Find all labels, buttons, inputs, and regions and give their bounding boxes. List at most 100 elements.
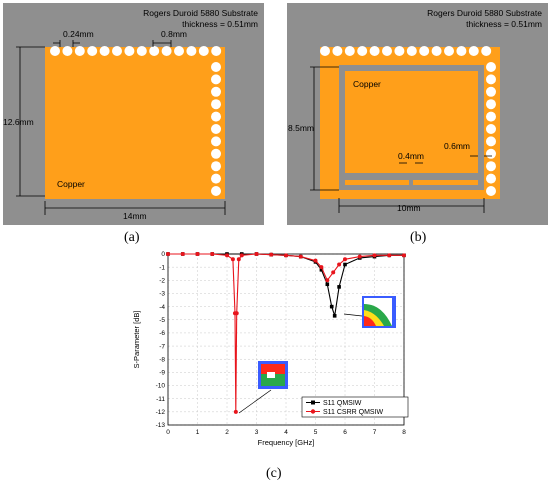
via-hole [344, 46, 355, 56]
via-hole [211, 161, 221, 172]
data-point [331, 270, 336, 275]
via-hole [99, 46, 110, 56]
via-hole [149, 46, 160, 56]
data-point [210, 252, 215, 256]
via-hole [456, 46, 467, 56]
data-point [387, 253, 392, 258]
via-hole [481, 46, 492, 56]
via-hole [486, 124, 496, 134]
legend-item-qmsiw: S11 QMSIW [323, 400, 362, 407]
via-hole [211, 86, 221, 97]
y-tick-label: -6 [159, 330, 165, 337]
via-hole [186, 46, 197, 56]
y-tick-label: -8 [159, 356, 165, 363]
x-tick-label: 2 [225, 429, 229, 436]
via-hole [74, 46, 85, 56]
data-point [372, 253, 377, 258]
copper-label-b: Copper [353, 79, 381, 89]
y-tick-label: -10 [156, 383, 166, 390]
data-point [284, 253, 288, 258]
subfigure-label-a: (a) [124, 230, 140, 245]
via-hole [468, 46, 479, 56]
data-point [239, 253, 244, 258]
data-point [269, 252, 274, 257]
panel-a-layout: Rogers Duroid 5880 Substrate thickness =… [3, 3, 264, 225]
data-point [332, 314, 337, 318]
substrate-title-b: Rogers Duroid 5880 Substrate [427, 8, 542, 18]
data-point [337, 262, 342, 267]
y-tick-label: -3 [159, 291, 165, 298]
y-tick-label: -12 [156, 409, 166, 416]
via-hole [211, 173, 221, 184]
data-point [166, 252, 170, 256]
via-hole [394, 46, 405, 56]
data-point [343, 257, 347, 262]
x-axis-label: Frequency [GHz] [258, 438, 315, 447]
via-hole [486, 86, 496, 97]
via-hole [211, 62, 221, 72]
data-point [329, 304, 334, 309]
data-point [230, 257, 235, 262]
substrate-thickness-a: thickness = 0.51mm [182, 19, 258, 29]
x-tick-label: 0 [166, 429, 170, 436]
x-tick-label: 6 [343, 429, 347, 436]
substrate-thickness-b: thickness = 0.51mm [466, 19, 542, 29]
y-tick-label: -2 [159, 278, 165, 285]
via-hole [486, 111, 496, 122]
via-hole [174, 46, 184, 56]
data-point [357, 254, 362, 259]
via-hole [112, 46, 122, 56]
legend-item-csrr: S11 CSRR QMSIW [323, 409, 384, 416]
via-hole [211, 148, 221, 159]
dim-via-label-a: 0.8mm [161, 29, 187, 39]
via-hole [419, 46, 430, 56]
x-tick-label: 5 [314, 429, 318, 436]
via-hole [211, 74, 221, 85]
data-point [236, 257, 241, 262]
subfigure-label-b: (b) [410, 230, 427, 245]
data-point [319, 267, 324, 272]
y-tick-label: -1 [159, 264, 165, 271]
dim-ring-label-b: 0.6mm [444, 141, 470, 151]
x-tick-label: 8 [402, 429, 406, 436]
data-point [254, 252, 259, 256]
via-hole [124, 46, 135, 56]
data-point [319, 265, 324, 270]
via-hole [50, 46, 60, 56]
dim-height-label-a: 12.6mm [3, 117, 34, 127]
via-hole [486, 136, 496, 147]
y-tick-label: -5 [159, 317, 165, 324]
via-hole [486, 62, 496, 72]
substrate-title-a: Rogers Duroid 5880 Substrate [143, 8, 258, 18]
csrr-inner-patch [345, 71, 478, 173]
via-hole [211, 46, 222, 56]
dim-gap-label-a: 0.24mm [63, 29, 94, 39]
data-point [225, 253, 229, 258]
y-tick-label: -13 [156, 422, 166, 429]
via-row-a [50, 46, 222, 196]
dim-slot-label-b: 0.4mm [398, 151, 424, 161]
via-hole [486, 99, 496, 110]
annotation-arrows [238, 313, 363, 414]
via-hole [211, 186, 221, 196]
subfigure-label-c: (c) [266, 466, 282, 481]
y-tick-label: -11 [156, 396, 165, 403]
via-hole [198, 46, 209, 56]
via-hole [369, 46, 380, 56]
via-hole [382, 46, 392, 56]
data-point [325, 282, 330, 287]
data-point [325, 278, 330, 283]
data-point [233, 409, 238, 414]
x-tick-label: 4 [284, 429, 288, 436]
via-hole [320, 46, 330, 56]
via-hole [87, 46, 98, 56]
data-point [313, 258, 318, 263]
csrr-bottom-strip-right [413, 180, 478, 185]
inset-qmsiw-field [362, 296, 396, 328]
via-hole [332, 46, 343, 56]
data-point [298, 254, 303, 259]
panel-b-layout: Rogers Duroid 5880 Substrate thickness =… [287, 3, 548, 225]
via-hole [486, 161, 496, 172]
data-point [234, 311, 239, 316]
y-axis-label: S-Parameter [dB] [132, 311, 141, 369]
